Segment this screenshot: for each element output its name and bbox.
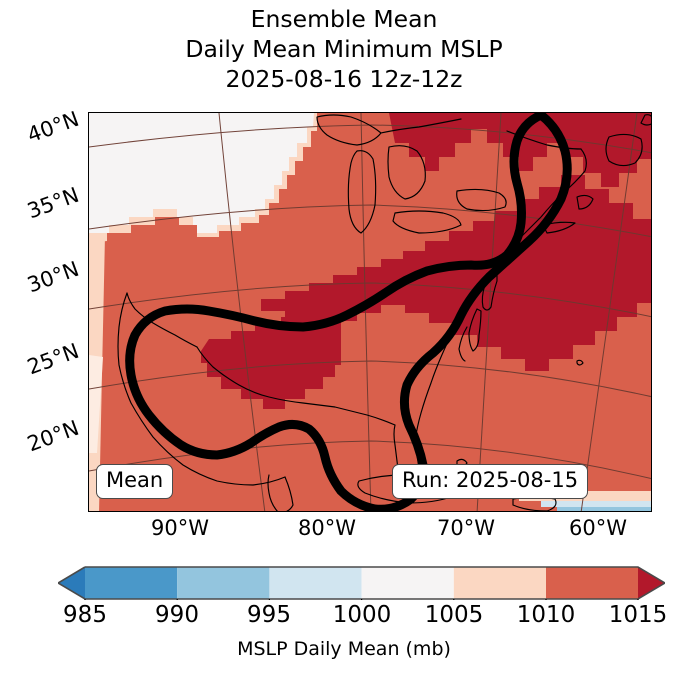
mean-contour-line bbox=[125, 113, 572, 511]
colorbar-extend-left bbox=[58, 567, 85, 599]
map-plot-area[interactable] bbox=[88, 112, 652, 512]
colorbar-tick-1000: 1000 bbox=[332, 602, 392, 628]
colorbar-band-995-1000 bbox=[269, 567, 362, 599]
lon-label-70w: 70°W bbox=[437, 516, 495, 540]
colorbar-tick-995: 995 bbox=[247, 602, 291, 628]
colorbar-ticks bbox=[84, 599, 639, 600]
lat-label-35n: 35°N bbox=[24, 182, 83, 224]
colorbar-band-990-995 bbox=[177, 567, 270, 599]
colorbar-band-1010-1015 bbox=[546, 567, 639, 599]
lat-label-25n: 25°N bbox=[24, 338, 83, 380]
colorbar-band-1000-1005 bbox=[361, 567, 454, 599]
lon-label-90w: 90°W bbox=[151, 516, 209, 540]
band-1000-1005 bbox=[89, 113, 314, 233]
band-1000-1005-corner bbox=[541, 501, 651, 507]
map-graticule bbox=[89, 113, 651, 511]
title-line-2: Daily Mean Minimum MSLP bbox=[185, 35, 503, 63]
band-palest-west-edge bbox=[89, 355, 103, 453]
lon-label-60w: 60°W bbox=[569, 516, 627, 540]
lat-label-40n: 40°N bbox=[24, 106, 83, 148]
band-gt1015-eastern-seaboard bbox=[261, 175, 651, 371]
mslp-contour-map bbox=[89, 113, 651, 511]
colorbar-extend-right bbox=[638, 567, 665, 599]
colorbar-tick-1015: 1015 bbox=[608, 602, 668, 628]
band-gt1015-texas-gulf bbox=[201, 311, 341, 409]
lat-label-20n: 20°N bbox=[24, 415, 83, 457]
title-line-3: 2025-08-16 12z-12z bbox=[225, 65, 463, 93]
colorbar-band-985-990 bbox=[85, 567, 178, 599]
colorbar[interactable] bbox=[58, 566, 665, 600]
run-annotation-box: Run: 2025-08-15 bbox=[392, 464, 589, 499]
colorbar-tick-985: 985 bbox=[63, 602, 107, 628]
colorbar-swatches bbox=[58, 566, 665, 600]
band-995-1000-corner bbox=[557, 507, 651, 511]
colorbar-axis-label: MSLP Daily Mean (mb) bbox=[237, 638, 451, 660]
colorbar-band-1005-1010 bbox=[453, 567, 546, 599]
colorbar-tick-1010: 1010 bbox=[516, 602, 576, 628]
page-title: Ensemble Mean Daily Mean Minimum MSLP 20… bbox=[0, 4, 688, 94]
lon-label-80w: 80°W bbox=[298, 516, 356, 540]
title-line-1: Ensemble Mean bbox=[250, 5, 438, 33]
mean-annotation-box: Mean bbox=[96, 464, 174, 499]
colorbar-tick-990: 990 bbox=[155, 602, 199, 628]
lat-label-30n: 30°N bbox=[24, 256, 83, 298]
colorbar-tick-1005: 1005 bbox=[424, 602, 484, 628]
